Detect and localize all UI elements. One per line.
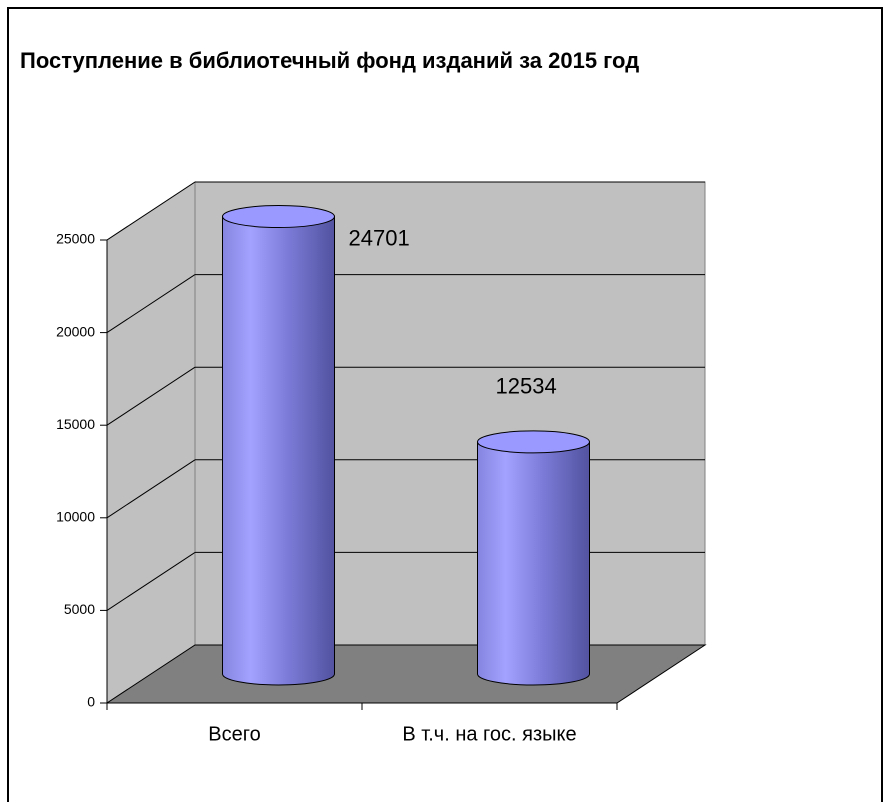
grid-line [106, 459, 196, 519]
y-tick-label: 20000 [56, 323, 95, 339]
bar [222, 216, 335, 686]
y-tick-label: 0 [87, 694, 95, 710]
plot: 0 5000 10000 15000 20000 25000 Всего 24701 В т.ч… [56, 181, 707, 745]
grid-line [106, 181, 196, 241]
bar [477, 441, 590, 686]
y-tick-label: 10000 [56, 509, 95, 525]
grid-line [106, 274, 196, 334]
y-tick-label: 15000 [56, 416, 95, 432]
chart-title: Поступление в библиотечный фонд изданий … [20, 48, 639, 73]
y-tick-label: 5000 [64, 601, 95, 617]
x-tick-label: Всего [208, 723, 260, 745]
value-label: 12534 [496, 374, 557, 399]
bar-top [222, 205, 335, 229]
grid-line [106, 551, 196, 611]
bar-top [477, 430, 590, 454]
floor [105, 644, 707, 704]
y-tick-label: 25000 [56, 231, 95, 247]
value-label: 24701 [349, 225, 410, 250]
frame [7, 7, 883, 802]
grid-line [106, 366, 196, 426]
x-tick-label: В т.ч. на гос. языке [402, 723, 576, 745]
side-wall [106, 181, 196, 704]
